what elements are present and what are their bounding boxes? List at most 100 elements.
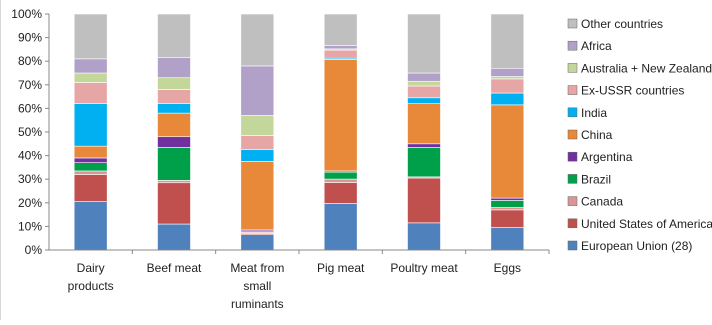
bar-segment [73,162,108,172]
bar-segment [490,78,525,94]
legend-swatch [567,151,578,162]
bar-segment [73,103,108,147]
legend-label: China [581,128,613,142]
bar-segment [240,135,275,150]
bar-segment [157,182,191,225]
x-tick-label: Meat from small ruminants [230,261,284,311]
legend-swatch [567,63,578,73]
bar-segment [407,85,441,99]
bar-segment [407,97,441,104]
y-tick-label: 60% [18,101,42,115]
legend-label: Canada [581,195,623,209]
legend: Other countries Africa Australia + New Zea… [567,17,712,253]
bar-segment [323,178,358,183]
y-tick-label: 40% [18,149,42,163]
bar-segment [73,174,108,202]
bar-segment [73,170,108,175]
bar-segment [73,58,108,74]
bar-segment [407,143,441,148]
bar-segment [323,13,358,46]
bar-segment [323,45,358,50]
bar-segment [407,222,441,251]
x-tick-label: Poultry meat [390,261,458,275]
bar-segment [157,136,191,148]
y-tick-label: 90% [18,31,42,45]
bar-segment [323,203,358,251]
bar-segment [240,161,275,231]
y-tick-label: 100% [11,7,42,21]
legend-label: United States of America [581,217,712,231]
bar-segment [490,207,525,211]
legend-swatch [567,196,578,206]
legend-label: Other countries [581,17,663,31]
bar-segment [73,13,108,60]
bar-segment [73,72,108,83]
bar-segment [240,13,275,67]
bar-segment [157,89,191,104]
legend-swatch [567,129,578,140]
bar-segment [407,147,441,178]
bar-segment [323,49,358,59]
bar-segment [490,67,525,77]
y-tick-label: 0% [25,243,43,257]
bar-segment [407,177,441,224]
legend-swatch [567,40,578,51]
bar-segment [407,72,441,82]
bar-segment [323,171,358,180]
bar-segment [490,76,525,80]
y-tick-label: 80% [18,54,42,68]
x-tick-label: Pig meat [317,261,365,275]
bar-segment [157,223,191,251]
bar-segment [407,13,441,74]
bar-segment [240,149,275,162]
x-tick-label: Eggs [494,261,521,275]
bar-segment [490,197,525,201]
bar-segment [490,200,525,208]
y-axis: 0% 10% 20% 30% 40% 50% 60% 70% 80% 90% 100% [11,7,50,257]
y-tick-label: 20% [18,196,42,210]
legend-label: Africa [581,39,612,53]
bars [73,13,525,251]
bar-segment [490,92,525,106]
bar-segment [157,180,191,184]
bar-segment [73,82,108,104]
x-tick-label: Beef meat [147,261,202,275]
bar-segment [157,57,191,79]
bar-segment [240,65,275,116]
bar-segment [73,201,108,251]
legend-swatch [567,85,578,95]
legend-label: Ex-USSR countries [581,84,684,98]
bar-segment [240,115,275,136]
bar-segment [407,103,441,145]
bar-segment [157,77,191,90]
bar-segment [490,209,525,228]
legend-label: Australia + New Zealand [581,61,712,75]
bar-segment [157,13,191,58]
bar-segment [323,182,358,204]
legend-swatch [567,107,578,118]
legend-swatch [567,18,578,29]
bar-segment [407,80,441,87]
bar-segment [490,227,525,251]
legend-swatch [567,240,578,251]
bar-segment [490,104,525,199]
legend-label: European Union (28) [581,239,692,253]
x-axis: Dairy products Beef meat Meat from small rumi… [49,249,550,311]
bar-segment [240,234,275,251]
bar-segment [157,112,191,138]
y-tick-label: 70% [18,78,42,92]
y-tick-label: 30% [18,172,42,186]
legend-label: India [581,106,607,120]
x-tick-label: Dairy products [68,261,114,293]
y-tick-label: 50% [18,125,42,139]
bar-segment [323,59,358,172]
bar-segment [73,157,108,163]
bar-segment [73,145,108,159]
y-tick-label: 10% [18,219,42,233]
bar-segment [157,147,191,181]
legend-swatch [567,218,578,229]
bar-segment [157,103,191,114]
legend-label: Brazil [581,172,611,186]
